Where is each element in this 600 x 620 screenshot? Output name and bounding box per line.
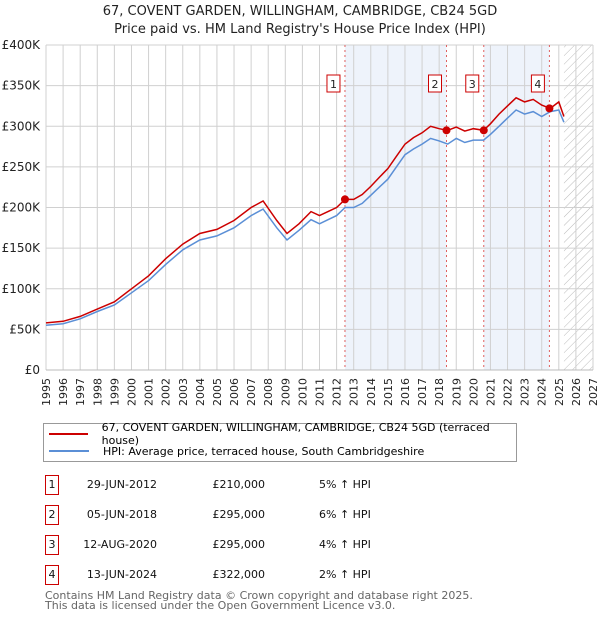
sale-badge	[326, 74, 341, 93]
sale-badge-label: 1	[330, 78, 337, 91]
transaction-date: 05-JUN-2018	[86, 508, 157, 521]
transaction-date: 13-JUN-2024	[86, 568, 157, 581]
transaction-price: £322,000	[212, 568, 266, 581]
sale-point	[442, 126, 451, 135]
sale-badge-label: 4	[534, 78, 541, 91]
x-tick-label: 2002	[160, 378, 173, 406]
x-tick-label: 2021	[484, 378, 497, 406]
x-tick-label: 2008	[262, 378, 275, 406]
transaction-price: £210,000	[212, 478, 266, 491]
x-tick-label: 1995	[40, 378, 53, 406]
x-tick-label: 2001	[143, 378, 156, 406]
transaction-price: £295,000	[212, 538, 266, 551]
x-tick-label: 1999	[108, 378, 121, 406]
x-tick-label: 2006	[228, 378, 241, 406]
y-tick-label: £200K	[2, 201, 42, 215]
x-tick-label: 2015	[382, 378, 395, 406]
transaction-price: £295,000	[212, 508, 266, 521]
y-tick-label: £350K	[2, 79, 42, 93]
legend-item-hpi: HPI: Average price, terraced house, Sout…	[44, 443, 424, 459]
x-tick-label: 2003	[177, 378, 190, 406]
x-tick-label: 2019	[450, 378, 463, 406]
legend-item-property: 67, COVENT GARDEN, WILLINGHAM, CAMBRIDGE…	[44, 421, 516, 447]
transaction-row: 2 05-JUN-2018 £295,000 6% ↑ HPI	[0, 505, 600, 525]
x-tick-label: 2007	[245, 378, 258, 406]
transaction-number: 3	[45, 535, 59, 555]
y-tick-label: £300K	[2, 119, 42, 133]
legend: 67, COVENT GARDEN, WILLINGHAM, CAMBRIDGE…	[43, 421, 517, 462]
transaction-row: 3 12-AUG-2020 £295,000 4% ↑ HPI	[0, 535, 600, 555]
footer-licence: This data is licensed under the Open Gov…	[45, 599, 396, 612]
x-tick-label: 2013	[348, 378, 361, 406]
x-tick-label: 2025	[553, 378, 566, 406]
sale-badge	[428, 74, 443, 93]
x-tick-label: 2017	[416, 378, 429, 406]
red-line-swatch	[49, 433, 88, 435]
legend-label-hpi: HPI: Average price, terraced house, Sout…	[103, 444, 425, 458]
sale-badge	[465, 74, 480, 93]
x-tick-label: 2023	[519, 378, 532, 406]
chart-subtitle: Price paid vs. HM Land Registry's House …	[114, 22, 486, 37]
price-chart: 1 2 3 4 1995 1996 1997 1998 1999 2000 2001 2002 200…	[2, 38, 600, 406]
x-tick-label: 1998	[91, 378, 104, 406]
footer-copyright: Contains HM Land Registry data © Crown c…	[45, 589, 473, 602]
transaction-number: 4	[45, 565, 59, 585]
transaction-hpi-diff: 4% ↑ HPI	[319, 538, 371, 551]
property-price-line	[45, 96, 565, 324]
sale-badge-label: 3	[469, 78, 476, 91]
x-tick-label: 1997	[74, 378, 87, 406]
transaction-hpi-diff: 6% ↑ HPI	[319, 508, 371, 521]
transaction-hpi-diff: 5% ↑ HPI	[319, 478, 371, 491]
transaction-hpi-diff: 2% ↑ HPI	[319, 568, 371, 581]
y-tick-label: £100K	[2, 282, 42, 296]
y-tick-label: £50K	[9, 322, 41, 336]
sale-point	[545, 104, 554, 113]
transaction-row: 1 29-JUN-2012 £210,000 5% ↑ HPI	[0, 475, 600, 495]
transaction-date: 12-AUG-2020	[83, 538, 157, 551]
blue-line-swatch	[49, 450, 89, 452]
transaction-number: 2	[45, 505, 59, 525]
x-tick-label: 2022	[502, 378, 515, 406]
y-tick-label: £0	[25, 363, 40, 377]
y-tick-label: £150K	[2, 241, 42, 255]
sale-badge	[530, 74, 545, 93]
x-tick-label: 2018	[433, 378, 446, 406]
legend-label-property: 67, COVENT GARDEN, WILLINGHAM, CAMBRIDGE…	[101, 421, 490, 447]
x-tick-label: 2020	[467, 378, 480, 406]
sale-point	[479, 126, 488, 135]
x-tick-label: 2016	[399, 378, 412, 406]
x-tick-label: 2026	[570, 378, 583, 406]
hpi-line	[45, 109, 565, 327]
y-tick-label: £250K	[2, 160, 42, 174]
x-tick-label: 2024	[536, 378, 549, 406]
x-tick-label: 2009	[279, 378, 292, 406]
chart-title: 67, COVENT GARDEN, WILLINGHAM, CAMBRIDGE…	[102, 4, 498, 19]
x-tick-label: 2027	[587, 378, 600, 406]
x-tick-label: 2004	[194, 378, 207, 406]
sale-point	[340, 195, 349, 204]
x-tick-label: 2012	[331, 378, 344, 406]
x-tick-label: 2014	[365, 378, 378, 406]
transaction-row: 4 13-JUN-2024 £322,000 2% ↑ HPI	[0, 565, 600, 585]
x-tick-label: 2000	[125, 378, 138, 406]
y-tick-label: £400K	[2, 38, 42, 52]
transaction-date: 29-JUN-2012	[86, 478, 157, 491]
x-tick-label: 2011	[314, 378, 327, 406]
x-tick-label: 2010	[296, 378, 309, 406]
sale-badge-label: 2	[432, 78, 439, 91]
transaction-number: 1	[45, 475, 59, 495]
x-tick-label: 2005	[211, 378, 224, 406]
x-tick-label: 1996	[57, 378, 70, 406]
